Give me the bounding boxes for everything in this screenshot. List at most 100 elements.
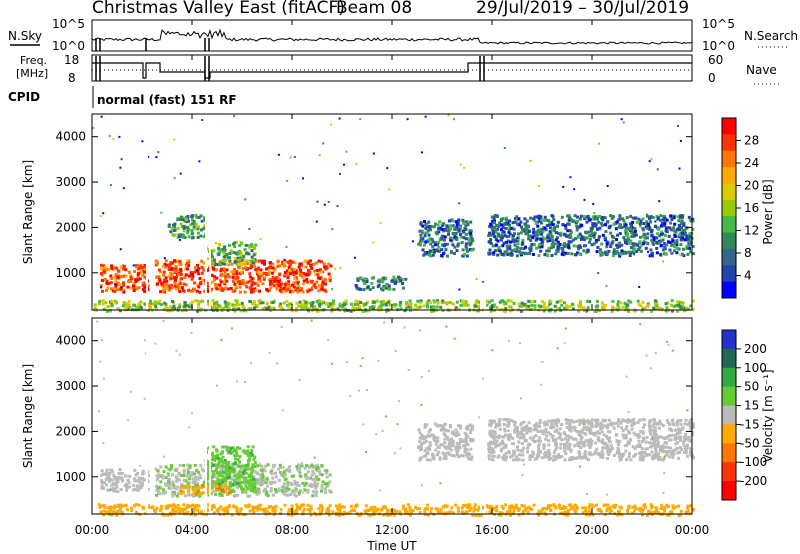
heatmap-cell [568,218,572,222]
heatmap-cell [538,436,542,440]
heatmap-cell [688,439,692,443]
heatmap-cell [127,300,131,304]
heatmap-cell [627,431,631,435]
heatmap-cell [585,426,589,430]
heatmap-cell [672,305,676,308]
heatmap-cell [175,479,179,483]
heatmap-cell [223,459,227,462]
heatmap-cell [660,230,664,234]
heatmap-cell [105,470,109,474]
heatmap-cell [253,461,257,464]
heatmap-cell [632,244,636,247]
heatmap-cell [181,511,185,515]
heatmap-cell [265,302,269,306]
heatmap-cell [257,487,261,491]
heatmap-cell [271,262,275,266]
heatmap-cell [246,453,250,457]
heatmap-cell [241,490,245,494]
heatmap-cell [144,268,148,271]
heatmap-cell [605,240,609,244]
heatmap-cell [617,419,620,423]
heatmap-cell [495,306,499,309]
heatmap-cell [302,272,306,275]
heatmap-cell [212,489,216,493]
heatmap-cell [298,470,302,474]
heatmap-cell [593,418,597,422]
heatmap-cell [615,421,619,425]
heatmap-cell [228,482,232,486]
heatmap-cell [664,309,668,313]
heatmap-cell [327,305,331,309]
heatmap-cell [172,491,176,494]
heatmap-cell [687,215,691,219]
heatmap-cell [433,250,436,254]
heatmap-cell [560,252,564,256]
heatmap-cell [178,260,182,264]
heatmap-cell [570,456,574,459]
heatmap-cell [271,271,274,275]
heatmap-cell [242,476,246,480]
heatmap-cell [276,283,280,287]
heatmap-cell [605,457,609,460]
heatmap-cell [678,167,681,170]
heatmap-cell [448,440,452,444]
heatmap-cell [489,238,493,242]
heatmap-cell [210,486,214,490]
heatmap-cell [124,503,128,507]
heatmap-cell [191,477,195,481]
heatmap-cell [272,284,276,288]
heatmap-cell [443,453,447,457]
heatmap-cell [512,227,516,231]
heatmap-cell [387,284,391,288]
heatmap-cell [214,492,218,496]
heatmap-cell [128,485,132,489]
heatmap-cell [223,262,227,266]
heatmap-cell [263,306,267,310]
heatmap-cell [306,290,310,294]
heatmap-cell [283,478,287,482]
heatmap-cell [520,301,524,305]
heatmap-cell [689,232,693,235]
heatmap-cell [631,220,635,224]
heatmap-cell [418,305,422,309]
heatmap-cell [638,445,642,448]
heatmap-cell [624,436,628,440]
heatmap-cell [499,449,503,453]
heatmap-cell [442,238,446,242]
heatmap-cell [624,226,628,230]
heatmap-cell [494,230,498,234]
heatmap-cell [470,237,474,241]
heatmap-cell [632,418,636,422]
heatmap-cell [654,432,658,436]
heatmap-cell [595,307,599,311]
heatmap-cell [382,276,386,280]
heatmap-cell [616,424,620,428]
heatmap-cell [193,486,197,490]
heatmap-cell [650,230,653,234]
heatmap-cell [141,140,144,143]
heatmap-cell [535,456,539,460]
heatmap-cell [492,252,496,256]
heatmap-cell [318,470,322,474]
heatmap-cell [449,448,453,452]
heatmap-cell [488,252,492,256]
heatmap-cell [424,240,428,244]
heatmap-cell [305,277,309,281]
heatmap-cell [446,438,450,442]
heatmap-cell [497,444,500,447]
heatmap-cell [678,450,682,454]
heatmap-cell [538,219,542,223]
heatmap-cell [495,435,499,439]
heatmap-cell [436,453,439,456]
heatmap-cell [301,282,305,286]
heatmap-cell [573,214,577,218]
heatmap-cell [589,442,593,446]
heatmap-cell [421,237,425,241]
heatmap-cell [549,432,552,436]
heatmap-cell [377,305,381,309]
heatmap-cell [122,281,125,285]
heatmap-cell [409,302,413,306]
heatmap-cell [109,304,113,308]
heatmap-cell [307,309,311,313]
heatmap-cell [266,493,270,497]
